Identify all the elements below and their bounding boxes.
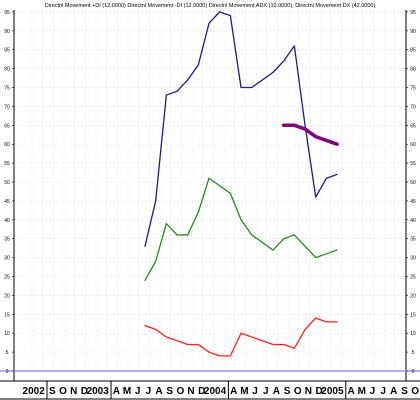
y-tick-right-90: 90	[410, 29, 416, 35]
x-tick-16: A	[230, 386, 237, 397]
x-tick-15: 2004	[204, 386, 227, 397]
y-tick-right-30: 30	[410, 256, 416, 262]
axes	[0, 10, 420, 400]
y-tick-right-20: 20	[410, 293, 416, 299]
chart-title: Directnl Movement +DI (12.0000) Directnl…	[45, 3, 376, 9]
series-line-di	[144, 317, 338, 357]
x-tick-2: O	[59, 386, 67, 397]
y-tick-right-80: 80	[410, 67, 416, 73]
x-tick-32: O	[411, 386, 419, 397]
y-tick-left-90: 90	[4, 29, 10, 35]
x-tick-26: A	[347, 386, 354, 397]
x-tick-29: J	[380, 386, 386, 397]
y-tick-left-80: 80	[4, 67, 10, 73]
series-line-di	[144, 177, 338, 281]
x-tick-4: D	[81, 386, 88, 397]
series-group	[144, 11, 339, 357]
x-tick-17: M	[240, 386, 248, 397]
x-tick-3: N	[70, 386, 77, 397]
y-tick-left-70: 70	[4, 104, 10, 110]
y-tick-right-75: 75	[410, 86, 416, 92]
y-tick-right-70: 70	[410, 104, 416, 110]
y-tick-right-25: 25	[410, 275, 416, 281]
x-tick-21: S	[284, 386, 291, 397]
y-tick-left-50: 50	[4, 180, 10, 186]
y-tick-left-60: 60	[4, 142, 10, 148]
y-tick-left-55: 55	[4, 161, 10, 167]
y-tick-right-60: 60	[410, 142, 416, 148]
x-tick-25: 2005	[321, 386, 344, 397]
y-tick-left-25: 25	[4, 275, 10, 281]
y-tick-left-10: 10	[4, 331, 10, 337]
x-tick-13: N	[187, 386, 194, 397]
y-tick-right-55: 55	[410, 161, 416, 167]
x-tick-19: J	[263, 386, 269, 397]
y-tick-left-30: 30	[4, 256, 10, 262]
y-tick-right-15: 15	[410, 312, 416, 318]
y-tick-right-95: 95	[410, 10, 416, 16]
x-tick-30: A	[390, 386, 397, 397]
y-tick-left-15: 15	[4, 312, 10, 318]
y-tick-right-35: 35	[410, 237, 416, 243]
x-tick-9: J	[146, 386, 152, 397]
x-tick-22: O	[294, 386, 302, 397]
y-tick-left-20: 20	[4, 293, 10, 299]
series-line-dx	[144, 11, 338, 247]
x-tick-0: 2002	[23, 386, 46, 397]
y-tick-left-40: 40	[4, 218, 10, 224]
y-tick-left-95: 95	[4, 10, 10, 16]
x-tick-10: A	[155, 386, 162, 397]
grid	[14, 10, 406, 372]
x-tick-1: S	[49, 386, 56, 397]
x-tick-14: D	[198, 386, 205, 397]
x-tick-23: N	[305, 386, 312, 397]
x-tick-24: D	[315, 386, 322, 397]
y-tick-right-45: 45	[410, 199, 416, 205]
x-tick-28: J	[370, 386, 376, 397]
y-tick-right-0: 0	[412, 369, 415, 375]
y-tick-left-5: 5	[6, 350, 9, 356]
x-tick-18: J	[252, 386, 258, 397]
x-tick-8: J	[135, 386, 141, 397]
x-tick-7: M	[123, 386, 131, 397]
y-tick-left-85: 85	[4, 48, 10, 54]
x-tick-5: 2003	[87, 386, 110, 397]
y-tick-right-85: 85	[410, 48, 416, 54]
y-tick-right-5: 5	[412, 350, 415, 356]
y-tick-left-65: 65	[4, 123, 10, 129]
series-line-adx	[281, 123, 339, 146]
y-tick-left-0: 0	[6, 369, 9, 375]
x-tick-20: A	[273, 386, 280, 397]
x-tick-6: A	[113, 386, 120, 397]
y-tick-left-45: 45	[4, 199, 10, 205]
y-tick-right-50: 50	[410, 180, 416, 186]
x-tick-27: M	[358, 386, 366, 397]
y-tick-right-10: 10	[410, 331, 416, 337]
y-tick-right-40: 40	[410, 218, 416, 224]
x-tick-31: S	[401, 386, 408, 397]
y-tick-left-75: 75	[4, 86, 10, 92]
x-tick-11: S	[166, 386, 173, 397]
x-tick-12: O	[176, 386, 184, 397]
y-tick-right-65: 65	[410, 123, 416, 129]
y-tick-left-35: 35	[4, 237, 10, 243]
